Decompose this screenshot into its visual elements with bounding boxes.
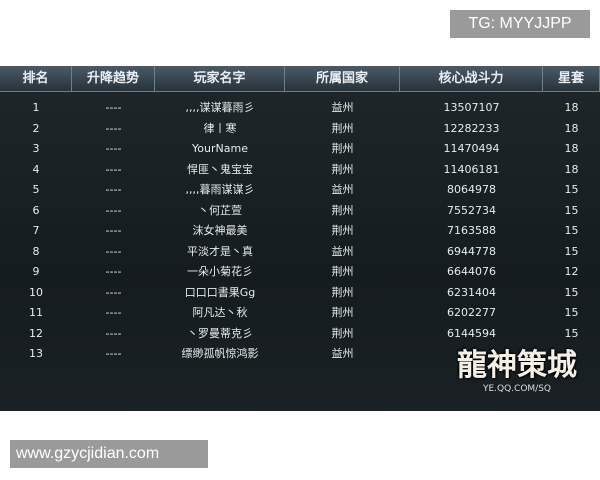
table-cell: 9 — [32, 265, 40, 278]
table-cell: 悍匪丶鬼宝宝 — [187, 162, 253, 176]
table-cell: 丶何芷萱 — [198, 203, 242, 217]
table-cell: ---- — [105, 162, 122, 176]
table-cell: 11 — [29, 306, 43, 319]
table-cell: ---- — [105, 326, 122, 340]
table-cell: 6944778 — [447, 244, 496, 258]
table-cell: ---- — [105, 347, 122, 360]
column-header: 玩家名字 — [155, 66, 285, 91]
table-cell: 7 — [32, 224, 40, 237]
table-cell: 13 — [29, 347, 43, 360]
table-cell: 11406181 — [443, 162, 500, 176]
table-cell: 10 — [29, 285, 43, 299]
table-cell: ---- — [105, 244, 122, 258]
logo-title: 龍神策城 — [457, 348, 577, 383]
table-cell: 益州 — [331, 183, 354, 196]
table-cell: 13507107 — [443, 101, 500, 114]
table-cell: 15 — [564, 326, 579, 340]
watermark: TG: MYYJJPP — [450, 10, 590, 38]
table-cell: 15 — [564, 183, 579, 196]
table-cell: 荆州 — [331, 326, 354, 340]
table-cell: 口口口書果Gg — [184, 285, 256, 299]
table-cell: ---- — [105, 121, 122, 135]
table-cell: 15 — [564, 244, 579, 258]
header-row: 排名 升降趋势 玩家名字 所属国家 核心战斗力 星套 — [0, 66, 600, 92]
table-cell: 益州 — [331, 101, 354, 114]
column-header: 星套 — [543, 66, 600, 91]
column-header: 核心战斗力 — [400, 66, 543, 91]
table-cell: 12 — [564, 265, 579, 278]
table-cell: ---- — [105, 101, 122, 114]
table-cell: 15 — [564, 203, 579, 217]
table-cell: 律丨寒 — [203, 121, 237, 135]
table-cell: 缥缈孤帆惊鸿影 — [181, 347, 259, 360]
table-cell: 6231404 — [447, 285, 496, 299]
table-cell: 荆州 — [331, 306, 354, 319]
column-header: 所属国家 — [285, 66, 400, 91]
table-cell: ---- — [105, 306, 122, 319]
table-cell: 8064978 — [447, 183, 496, 196]
table-cell: 一朵小菊花彡 — [187, 265, 253, 278]
table-cell: 6 — [32, 203, 40, 217]
watermark: www.gzycjidian.com — [10, 440, 208, 468]
table-cell: 1 — [32, 101, 40, 114]
table-cell: 7163588 — [447, 224, 496, 237]
table-cell: 6644076 — [447, 265, 496, 278]
table-cell: 18 — [564, 142, 579, 155]
table-cell: 平淡才是丶真 — [187, 244, 253, 258]
table-cell: 荆州 — [331, 162, 354, 176]
table-cell: ---- — [105, 285, 122, 299]
table-cell: ---- — [105, 183, 122, 196]
table-cell: 15 — [564, 285, 579, 299]
logo: 龍神策城 YE.QQ.COM/SQ — [442, 340, 592, 394]
table-cell: 18 — [564, 162, 579, 176]
column-header: 排名 — [0, 66, 72, 91]
table-cell: ---- — [105, 224, 122, 237]
table-cell: 2 — [32, 121, 40, 135]
table-cell: 6202277 — [447, 306, 496, 319]
table-cell: 荆州 — [331, 285, 354, 299]
column-header: 升降趋势 — [72, 66, 155, 91]
table-cell: 荆州 — [331, 121, 354, 135]
table-cell: 5 — [32, 183, 40, 196]
leaderboard: 排名 升降趋势 玩家名字 所属国家 核心战斗力 星套 1 ---- ,,,,谋谋暮雨彡 益州 13… — [0, 66, 600, 411]
table-cell: YourName — [192, 142, 248, 155]
logo-url: YE.QQ.COM/SQ — [482, 384, 552, 394]
table-cell: 15 — [564, 306, 579, 319]
table-cell: ---- — [105, 203, 122, 217]
table-cell: 11470494 — [443, 142, 500, 155]
table-cell: 7552734 — [447, 203, 496, 217]
table-cell: 丶罗曼蒂克彡 — [187, 326, 253, 340]
table-cell: 8 — [32, 244, 40, 258]
table-cell: 12 — [29, 326, 43, 340]
table-cell: 荆州 — [331, 265, 354, 278]
table-cell: 15 — [564, 224, 579, 237]
table-cell: 益州 — [331, 347, 354, 360]
table-cell: 沫女神最美 — [192, 224, 248, 237]
table-cell: ---- — [105, 265, 122, 278]
table-cell: 12282233 — [443, 121, 500, 135]
table-cell: 18 — [564, 121, 579, 135]
table-cell: ,,,,谋谋暮雨彡 — [185, 101, 255, 114]
table-cell: 3 — [32, 142, 40, 155]
table-cell: 荆州 — [331, 142, 354, 155]
table-cell: 4 — [32, 162, 40, 176]
table-cell: ---- — [105, 142, 122, 155]
table-cell: 荆州 — [331, 224, 354, 237]
table-cell: 6144594 — [447, 326, 496, 340]
table-cell: 阿凡达丶秋 — [192, 306, 248, 319]
table-cell: 18 — [564, 101, 579, 114]
table-cell: ,,,,暮雨谋谋彡 — [185, 183, 255, 196]
table-cell: 益州 — [331, 244, 354, 258]
table-cell: 荆州 — [331, 203, 354, 217]
